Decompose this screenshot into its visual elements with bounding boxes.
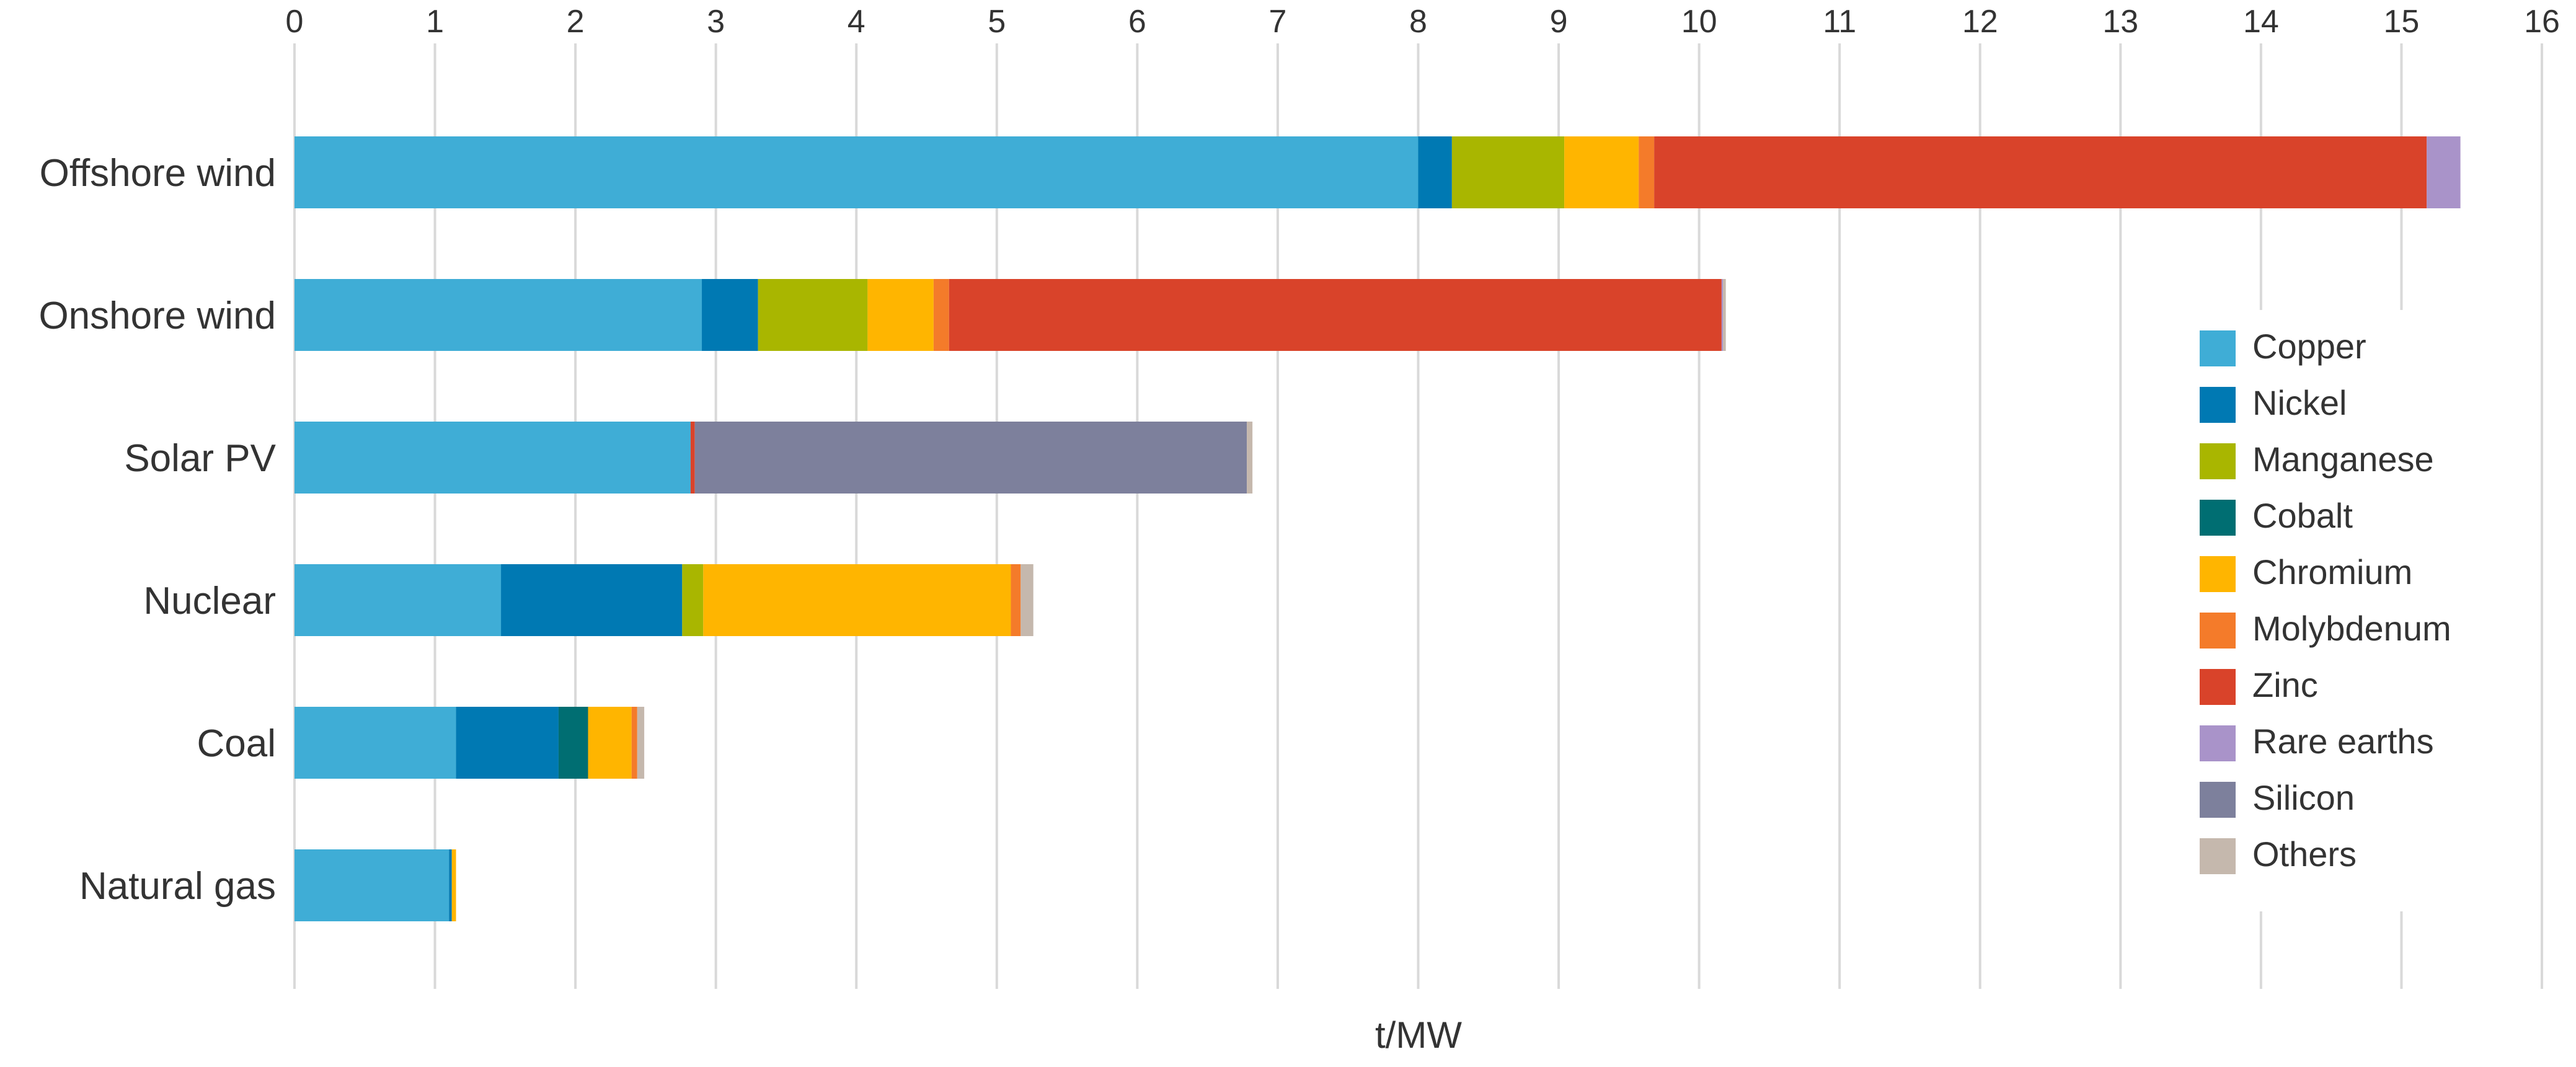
x-axis-label: t/MW [1375,1014,1462,1056]
legend-swatch [2200,443,2236,479]
bar-segment-nickel [501,564,683,636]
bar-segment-rare-earths [1721,279,1724,351]
bar-segment-manganese [682,564,704,636]
legend-label: Manganese [2252,440,2434,479]
x-tick-label: 4 [848,4,865,40]
category-label: Natural gas [79,865,276,908]
bar-segment-zinc [1654,136,2427,208]
x-tick-label: 9 [1550,4,1568,40]
category-label: Offshore wind [40,152,276,195]
x-tick-label: 1 [426,4,444,40]
legend-label: Copper [2252,327,2366,366]
bar-segment-others [1247,422,1253,494]
bar-segment-molybdenum [1011,564,1021,636]
bar-segment-nickel [456,707,559,779]
bar-segment-chromium [451,849,456,921]
x-tick-label: 10 [1681,4,1717,40]
bar-segment-rare-earths [2427,136,2461,208]
bar-segment-chromium [703,564,1011,636]
bar-segment-manganese [758,279,868,351]
legend-label: Silicon [2252,778,2355,817]
bar-segment-molybdenum [631,707,637,779]
x-tick-label: 2 [567,4,585,40]
category-label: Nuclear [143,580,276,622]
legend-swatch [2200,556,2236,592]
legend-swatch [2200,782,2236,818]
x-tick-label: 15 [2384,4,2420,40]
bar-segment-nickel [702,279,758,351]
category-label: Onshore wind [38,294,276,337]
legend: Copper Nickel Manganese Cobalt Chromium Molyb… [2200,327,2451,874]
legend-swatch [2200,725,2236,761]
x-axis-ticks: 0 1 2 3 4 5 6 7 8 9 10 11 12 13 14 15 16 [286,4,2560,40]
x-tick-label: 12 [1962,4,1998,40]
bar-segment-copper [294,422,691,494]
category-label: Solar PV [124,437,276,480]
legend-swatch [2200,838,2236,874]
bar-segment-cobalt [558,707,588,779]
bar-segment-others [1020,564,1033,636]
legend-label: Rare earths [2252,722,2434,761]
x-tick-label: 14 [2243,4,2279,40]
legend-swatch [2200,330,2236,366]
bar-segment-molybdenum [933,279,949,351]
legend-label: Nickel [2252,383,2347,422]
bar-segment-others [637,707,645,779]
x-tick-label: 8 [1409,4,1427,40]
legend-swatch [2200,669,2236,705]
legend-label: Molybdenum [2252,609,2451,648]
bar-segment-silicon [694,422,1247,494]
bar-segment-chromium [588,707,632,779]
x-tick-label: 7 [1268,4,1286,40]
legend-swatch [2200,387,2236,423]
bar-segment-nickel [1418,136,1452,208]
x-tick-label: 0 [286,4,304,40]
bar-segment-nickel [449,849,452,921]
bar-segment-copper [294,849,449,921]
bar-segment-copper [294,279,702,351]
bar-segment-copper [294,136,1419,208]
bar-segment-zinc [690,422,695,494]
bar-segment-zinc [949,279,1722,351]
y-axis-categories: Offshore wind Onshore wind Solar PV Nuclear… [38,152,276,908]
legend-swatch [2200,613,2236,649]
legend-label: Others [2252,835,2357,874]
category-label: Coal [197,722,276,765]
x-tick-label: 5 [988,4,1006,40]
x-tick-label: 13 [2102,4,2138,40]
bar-segment-molybdenum [1639,136,1655,208]
bars [294,136,2461,921]
legend-label: Zinc [2252,665,2318,704]
x-tick-label: 11 [1823,4,1856,40]
bar-segment-chromium [1564,136,1639,208]
bar-segment-copper [294,707,456,779]
legend-label: Cobalt [2252,496,2353,535]
bar-segment-copper [294,564,502,636]
legend-label: Chromium [2252,552,2412,591]
bar-segment-others [1723,279,1726,351]
x-tick-label: 3 [707,4,725,40]
bar-segment-chromium [867,279,934,351]
x-tick-label: 6 [1128,4,1146,40]
legend-swatch [2200,500,2236,536]
x-tick-label: 16 [2524,4,2560,40]
bar-segment-manganese [1451,136,1565,208]
